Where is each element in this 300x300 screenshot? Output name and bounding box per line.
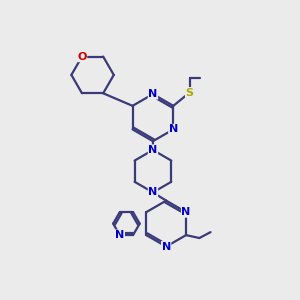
Text: O: O [77,52,87,61]
Text: N: N [148,188,158,197]
Text: N: N [148,89,158,99]
Text: N: N [148,145,158,155]
Text: N: N [169,124,178,134]
Text: S: S [185,88,194,98]
Text: N: N [182,207,191,217]
Text: N: N [115,230,124,240]
Text: N: N [162,242,171,252]
